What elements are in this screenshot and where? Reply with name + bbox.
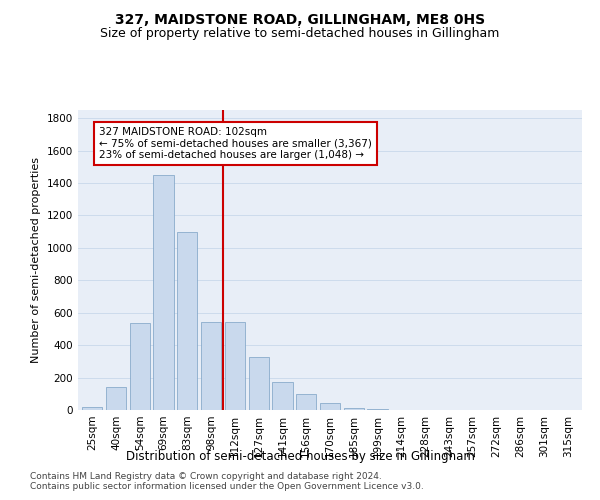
Bar (130, 323, 150, 410)
Bar (154, 175, 173, 410)
Bar (106, 388, 126, 410)
Text: Size of property relative to semi-detached houses in Gillingham: Size of property relative to semi-detach… (100, 28, 500, 40)
Text: 327, MAIDSTONE ROAD, GILLINGHAM, ME8 0HS: 327, MAIDSTONE ROAD, GILLINGHAM, ME8 0HS (115, 12, 485, 26)
Y-axis label: Number of semi-detached properties: Number of semi-detached properties (31, 157, 41, 363)
Bar (272, 382, 293, 410)
Text: Contains public sector information licensed under the Open Government Licence v3: Contains public sector information licen… (30, 482, 424, 491)
Bar (248, 358, 269, 410)
Text: Contains HM Land Registry data © Crown copyright and database right 2024.: Contains HM Land Registry data © Crown c… (30, 472, 382, 481)
Text: Distribution of semi-detached houses by size in Gillingham: Distribution of semi-detached houses by … (125, 450, 475, 463)
Bar (82, 407, 103, 410)
Bar (367, 409, 388, 410)
Text: 327 MAIDSTONE ROAD: 102sqm
← 75% of semi-detached houses are smaller (3,367)
23%: 327 MAIDSTONE ROAD: 102sqm ← 75% of semi… (100, 127, 372, 160)
Bar (201, 322, 221, 410)
Bar (177, 232, 197, 410)
Bar (296, 394, 316, 410)
Bar (225, 322, 245, 410)
Bar (320, 402, 340, 410)
Bar (344, 408, 364, 410)
